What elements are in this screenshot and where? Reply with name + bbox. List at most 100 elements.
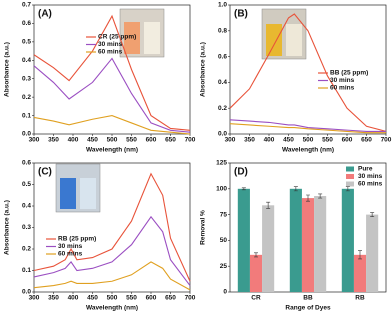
panel-label: (A) bbox=[38, 9, 52, 20]
y-tick-label: 125 bbox=[216, 160, 227, 167]
panel: 0 25 50 75 100 125 Removal % Range of Dyes (D) CR… bbox=[200, 160, 387, 312]
error-bar bbox=[318, 193, 323, 199]
legend-label: RB (25 ppm) bbox=[58, 236, 96, 243]
error-bar bbox=[293, 186, 298, 192]
x-axis-title: Range of Dyes bbox=[285, 305, 331, 312]
x-tick-label: 400 bbox=[68, 137, 79, 144]
x-tick-label: 650 bbox=[361, 137, 372, 144]
x-tick-label: 350 bbox=[48, 137, 59, 144]
bar bbox=[366, 214, 379, 292]
legend-swatch bbox=[346, 181, 354, 187]
panel: 0.0 0.1 0.2 0.3 0.4 0.5 0.6 0.7 Absorbance (a.u.… bbox=[4, 2, 196, 154]
bar bbox=[314, 196, 327, 292]
panel-label: (B) bbox=[234, 9, 248, 20]
x-tick-label: 300 bbox=[29, 137, 40, 144]
line-series bbox=[229, 13, 387, 132]
y-tick-label: 0.6 bbox=[22, 20, 31, 27]
y-axis-title: Removal % bbox=[200, 210, 207, 245]
x-tick-label: 600 bbox=[146, 295, 157, 302]
x-axis-title: Wavelength (nm) bbox=[86, 147, 138, 154]
y-tick-label: 0.6 bbox=[218, 53, 227, 60]
y-tick-label: 0.6 bbox=[22, 160, 31, 167]
x-tick-label: 700 bbox=[381, 137, 392, 144]
x-tick-label: 450 bbox=[87, 137, 98, 144]
y-tick-label: 0.0 bbox=[218, 131, 227, 138]
x-tick-label: 300 bbox=[225, 137, 236, 144]
y-tick-label: 0.1 bbox=[22, 112, 31, 119]
error-bar bbox=[358, 250, 362, 260]
y-tick-label: 0.1 bbox=[22, 267, 31, 274]
x-tick-label: 650 bbox=[165, 295, 176, 302]
y-tick-label: 0.4 bbox=[218, 79, 227, 86]
y-tick-label: 25 bbox=[220, 263, 228, 270]
panel-label: (C) bbox=[38, 167, 52, 178]
legend-label: 30 mins bbox=[58, 243, 83, 250]
error-bar bbox=[266, 201, 271, 209]
legend-label: 30 mins bbox=[98, 41, 123, 48]
photo bbox=[261, 8, 307, 60]
y-tick-label: 0.0 bbox=[22, 131, 31, 138]
photo bbox=[119, 8, 165, 58]
line-series bbox=[33, 261, 191, 291]
x-tick-label: 500 bbox=[303, 137, 314, 144]
line-series bbox=[33, 115, 191, 135]
y-tick-label: 0.4 bbox=[22, 57, 31, 64]
legend-label: 60 mins bbox=[98, 49, 123, 56]
x-tick-label: 400 bbox=[264, 137, 275, 144]
bar bbox=[289, 188, 302, 292]
panel: 0.0 0.1 0.2 0.3 0.4 0.5 0.6 Absorbance (a.u.) Wa… bbox=[4, 160, 196, 312]
y-tick-label: 0.7 bbox=[22, 2, 31, 9]
x-tick-label: BB bbox=[303, 295, 313, 302]
y-tick-label: 0.2 bbox=[22, 246, 31, 253]
line-series bbox=[229, 123, 386, 134]
x-tick-label: 550 bbox=[322, 137, 333, 144]
x-tick-label: 600 bbox=[342, 137, 353, 144]
y-tick-label: 0.8 bbox=[218, 28, 227, 35]
x-axis-title: Wavelength (nm) bbox=[86, 305, 138, 312]
legend-label: 30 mins bbox=[330, 77, 355, 84]
x-tick-label: 700 bbox=[185, 295, 196, 302]
y-tick-label: 100 bbox=[216, 186, 227, 193]
bar bbox=[237, 188, 250, 292]
x-tick-label: CR bbox=[251, 295, 261, 302]
legend-label: 30 mins bbox=[358, 173, 383, 180]
line-series bbox=[33, 57, 191, 133]
y-axis-title: Absorbance (a.u.) bbox=[200, 42, 207, 97]
error-bar bbox=[370, 212, 375, 217]
x-tick-label: 700 bbox=[185, 137, 196, 144]
plot-frame bbox=[33, 4, 191, 135]
y-axis-title: Absorbance (a.u.) bbox=[4, 200, 11, 255]
bar bbox=[341, 188, 354, 292]
y-tick-label: 50 bbox=[220, 237, 228, 244]
x-tick-label: 500 bbox=[107, 295, 118, 302]
legend-swatch bbox=[346, 174, 354, 179]
x-tick-label: 550 bbox=[126, 137, 137, 144]
photo bbox=[55, 163, 101, 213]
line-series bbox=[33, 215, 191, 286]
bar bbox=[301, 198, 315, 292]
x-tick-label: 300 bbox=[29, 295, 40, 302]
legend-label: 60 mins bbox=[58, 251, 83, 258]
y-tick-label: 0.3 bbox=[22, 224, 31, 231]
line-series bbox=[229, 119, 386, 132]
x-tick-label: 550 bbox=[126, 295, 137, 302]
y-tick-label: 0.3 bbox=[22, 75, 31, 82]
x-tick-label: 400 bbox=[68, 295, 79, 302]
error-bar bbox=[254, 252, 258, 258]
x-tick-label: 450 bbox=[87, 295, 98, 302]
legend-label: 60 mins bbox=[358, 181, 383, 188]
x-tick-label: 450 bbox=[283, 137, 294, 144]
x-tick-label: 350 bbox=[244, 137, 255, 144]
y-tick-label: 0 bbox=[223, 289, 227, 296]
legend-swatch bbox=[346, 166, 354, 172]
x-tick-label: 650 bbox=[165, 137, 176, 144]
y-tick-label: 0.5 bbox=[22, 39, 31, 46]
error-bar bbox=[241, 187, 246, 191]
x-tick-label: RB bbox=[355, 295, 365, 302]
legend-label: BB (25 ppm) bbox=[330, 70, 368, 77]
x-tick-label: 500 bbox=[107, 137, 118, 144]
error-bar bbox=[306, 194, 310, 202]
y-tick-label: 0.0 bbox=[22, 289, 31, 296]
line-series bbox=[33, 14, 191, 131]
